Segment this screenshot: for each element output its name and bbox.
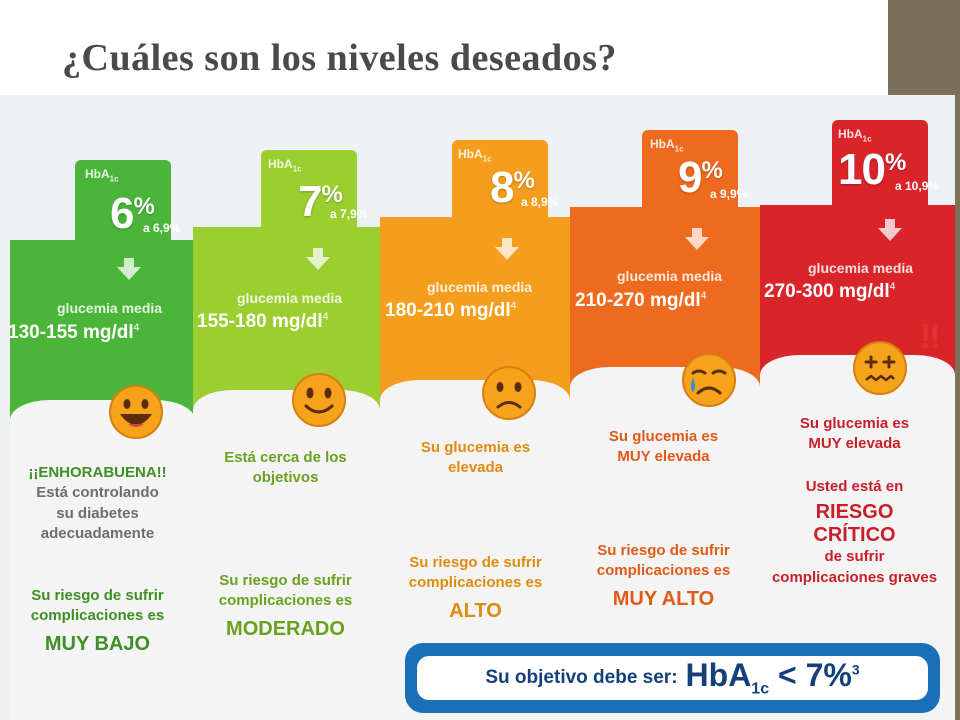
down-arrow-icon bbox=[495, 238, 519, 260]
down-arrow-icon bbox=[306, 248, 330, 270]
down-arrow-icon bbox=[685, 228, 709, 250]
level-message: ¡¡ENHORABUENA!! Está controlando su diab… bbox=[28, 464, 167, 542]
level-card-8 bbox=[380, 95, 570, 720]
hba1c-value: 10% bbox=[838, 145, 906, 194]
hba1c-range: a 8,9% bbox=[521, 195, 559, 209]
hba1c-value: 6% bbox=[110, 189, 155, 238]
sick-face-icon bbox=[853, 341, 907, 395]
hba1c-range: a 7,9% bbox=[330, 207, 368, 221]
risk-level: MODERADO bbox=[226, 617, 345, 640]
risk-text: Su riesgo de sufrir complicaciones es MO… bbox=[193, 571, 378, 643]
objective-banner: Su objetivo debe ser: HbA1c < 7%3 bbox=[405, 643, 940, 713]
risk-text: Su riesgo de sufrir complicaciones es MU… bbox=[5, 586, 190, 658]
level-card-7 bbox=[193, 95, 380, 720]
objective-box: Su objetivo debe ser: HbA1c < 7%3 bbox=[417, 656, 928, 700]
smiling-face-icon bbox=[292, 373, 346, 427]
glucemia-range: 130-155 mg/dl4 bbox=[8, 322, 140, 343]
hba1c-value: 9% bbox=[678, 153, 723, 202]
glucemia-range: 270-300 mg/dl4 bbox=[764, 281, 896, 302]
risk-level: MUY BAJO bbox=[44, 632, 151, 655]
glucemia-range: 180-210 mg/dl4 bbox=[385, 300, 517, 321]
level-tab bbox=[261, 150, 357, 230]
hba1c-label: HbA1c bbox=[650, 137, 684, 154]
glucemia-label: glucemia media bbox=[808, 260, 914, 276]
level-message: Su glucemia es MUY elevada bbox=[799, 415, 910, 453]
slide-title: ¿Cuáles son los niveles deseados? bbox=[62, 37, 617, 79]
glucemia-label: glucemia media bbox=[427, 279, 533, 295]
risk-text: Su riesgo de sufrir complicaciones es AL… bbox=[383, 553, 568, 625]
risk-level: ALTO bbox=[449, 599, 502, 622]
glucemia-label: glucemia media bbox=[237, 290, 343, 306]
level-tab bbox=[75, 160, 171, 240]
objective-label: Su objetivo debe ser: bbox=[485, 667, 678, 688]
level-panel bbox=[10, 400, 195, 720]
level-message: Está cerca de los objetivos bbox=[224, 449, 347, 487]
hba1c-value: 8% bbox=[490, 163, 535, 212]
glucemia-range: 155-180 mg/dl4 bbox=[197, 311, 329, 332]
grinning-face-icon bbox=[109, 385, 163, 439]
hba1c-label: HbA1c bbox=[838, 127, 872, 144]
warning-marks: !! bbox=[920, 318, 941, 356]
crying-face-icon bbox=[682, 353, 736, 407]
hba1c-label: HbA1c bbox=[458, 147, 492, 164]
hba1c-label: HbA1c bbox=[85, 167, 119, 184]
glucemia-label: glucemia media bbox=[617, 268, 723, 284]
hba1c-range: a 9,9% bbox=[710, 187, 748, 201]
risk-level: RIESGO CRÍTICO bbox=[813, 501, 896, 547]
risk-text: Su riesgo de sufrir complicaciones es MU… bbox=[571, 541, 756, 613]
down-arrow-icon bbox=[117, 258, 141, 280]
hba1c-value: 7% bbox=[298, 177, 343, 226]
level-tab bbox=[642, 130, 738, 210]
down-arrow-icon bbox=[878, 219, 902, 241]
level-card-6 bbox=[10, 95, 195, 720]
risk-level: MUY ALTO bbox=[612, 587, 715, 610]
hba1c-range: a 6,9% bbox=[143, 221, 181, 235]
risk-text: Usted está en RIESGO CRÍTICO de sufrir c… bbox=[771, 478, 938, 586]
glucemia-range: 210-270 mg/dl4 bbox=[575, 290, 707, 311]
level-panel bbox=[193, 390, 380, 720]
level-message: Su glucemia es elevada bbox=[420, 439, 531, 477]
hba1c-label: HbA1c bbox=[268, 157, 302, 174]
level-message: Su glucemia es MUY elevada bbox=[608, 428, 719, 466]
frowning-face-icon bbox=[482, 366, 536, 420]
hba1c-range: a 10,9% bbox=[895, 179, 940, 193]
glucemia-label: glucemia media bbox=[57, 300, 163, 316]
objective-value: HbA1c < 7%3 bbox=[685, 657, 860, 698]
level-tab bbox=[832, 120, 928, 210]
level-tab bbox=[452, 140, 548, 220]
